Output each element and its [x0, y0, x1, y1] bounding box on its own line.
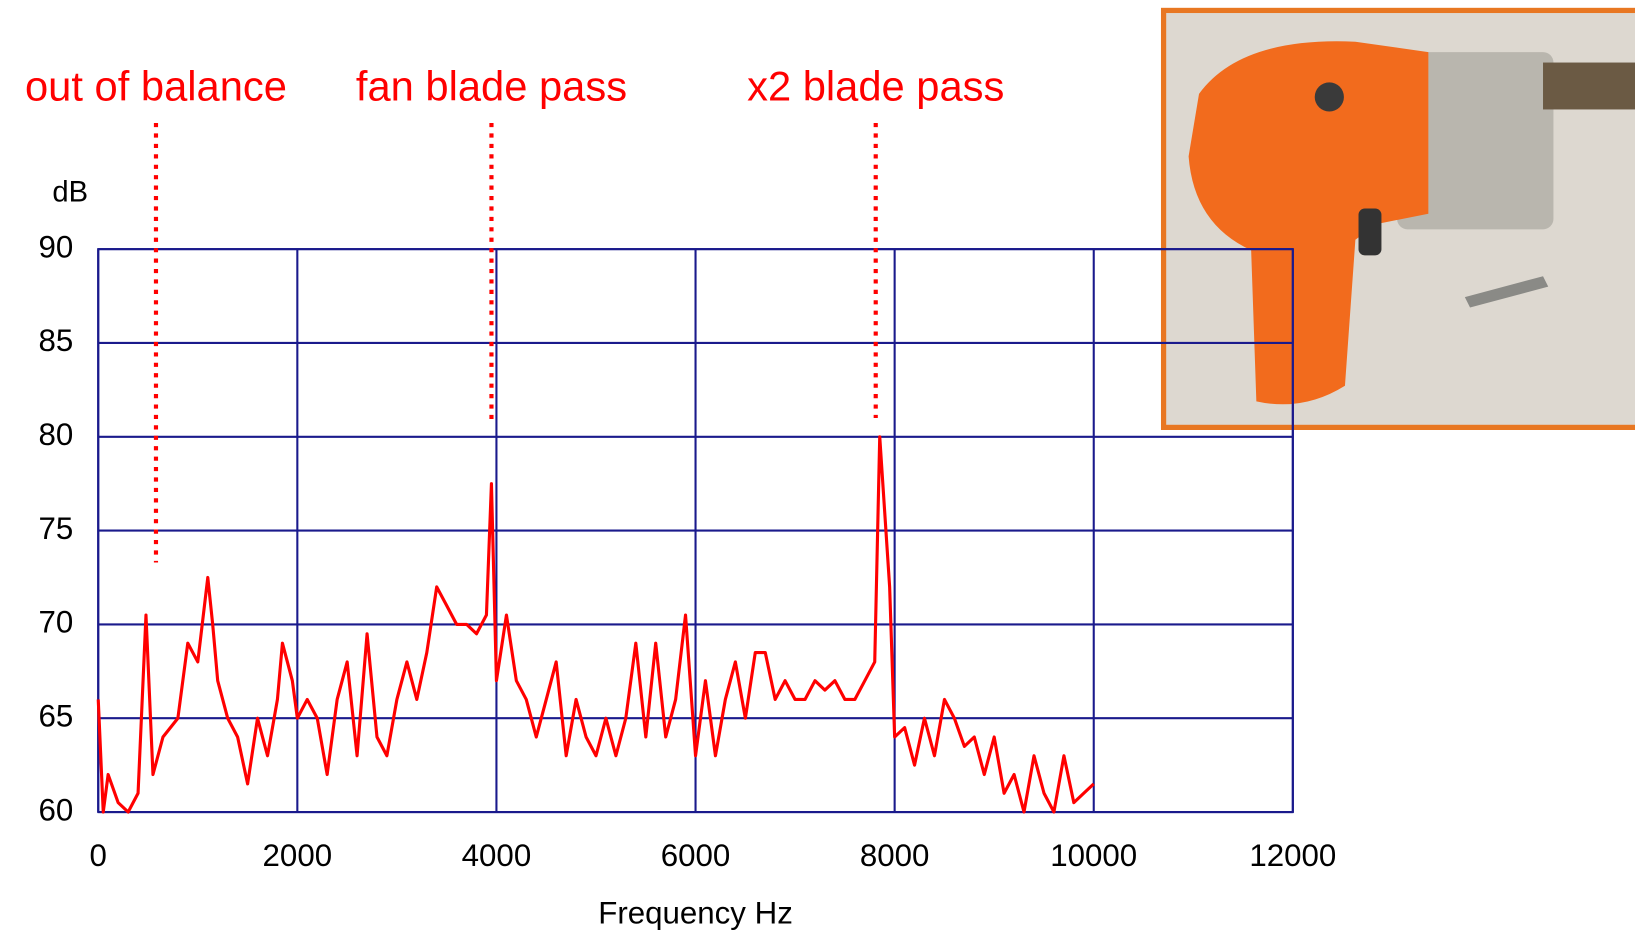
- drill-body: [1188, 41, 1429, 405]
- x-tick-label: 0: [90, 838, 107, 873]
- drill-bit: [1543, 62, 1635, 110]
- drill-chuck: [1397, 52, 1554, 230]
- x-tick-label: 4000: [462, 838, 532, 873]
- annotation-label: x2 blade pass: [747, 63, 1004, 110]
- x-tick-label: 10000: [1050, 838, 1137, 873]
- x-tick-label: 6000: [661, 838, 731, 873]
- spectrum-line: [96, 435, 1095, 814]
- x-tick-label: 12000: [1249, 838, 1336, 873]
- drill-badge: [1314, 82, 1344, 112]
- x-tick-label: 8000: [860, 838, 930, 873]
- y-tick-label: 65: [38, 698, 73, 733]
- drill-trigger: [1358, 208, 1382, 256]
- x-axis-label: Frequency Hz: [598, 896, 793, 931]
- y-tick-label: 60: [38, 792, 73, 827]
- annotation-label: fan blade pass: [356, 63, 627, 110]
- annotation-label: out of balance: [25, 63, 287, 110]
- photo-inset: [1160, 7, 1635, 430]
- y-tick-label: 85: [38, 323, 73, 358]
- y-tick-label: 90: [38, 229, 73, 264]
- x-tick-label: 2000: [263, 838, 333, 873]
- y-tick-label: 75: [38, 511, 73, 546]
- y-tick-label: 70: [38, 605, 73, 640]
- y-axis-label: dB: [52, 177, 88, 209]
- chuck-key: [1464, 276, 1549, 308]
- y-tick-label: 80: [38, 417, 73, 452]
